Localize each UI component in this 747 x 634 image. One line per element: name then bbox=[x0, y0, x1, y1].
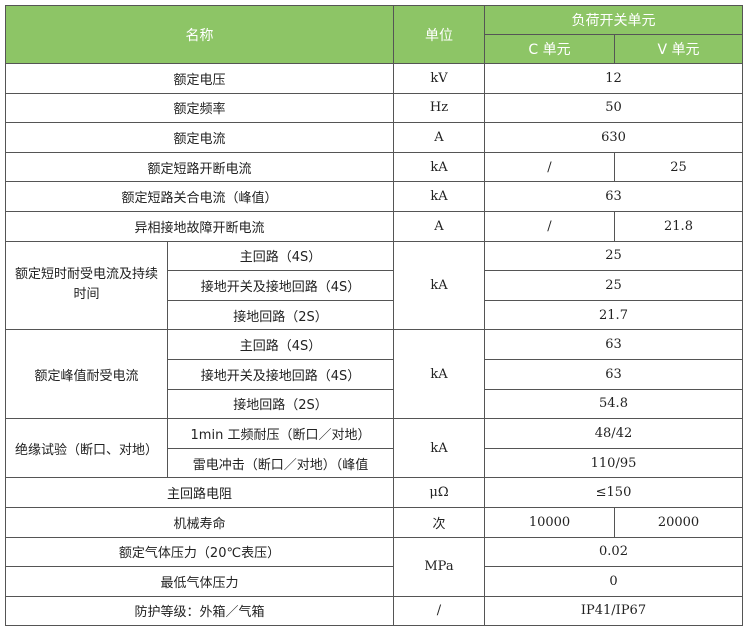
table-row: 额定电流 A 630 bbox=[5, 122, 743, 153]
row-unit: 次 bbox=[393, 506, 485, 538]
header-c-unit: C 单元 bbox=[484, 34, 615, 64]
row-unit: kA bbox=[393, 151, 485, 183]
row-name: 防护等级：外箱／气箱 bbox=[5, 595, 394, 627]
table-row: 额定电压 kV 12 bbox=[5, 63, 743, 94]
sub-label: 主回路（4S） bbox=[167, 240, 394, 272]
row-name: 额定短路开断电流 bbox=[5, 151, 394, 183]
row-value: ≤150 bbox=[484, 477, 743, 508]
row-name: 最低气体压力 bbox=[5, 566, 394, 597]
sub-value: 63 bbox=[484, 358, 743, 390]
row-value: 63 bbox=[484, 181, 743, 212]
row-c-value: 10000 bbox=[484, 506, 615, 538]
row-v-value: 25 bbox=[614, 151, 743, 183]
peak-unit: kA bbox=[393, 329, 485, 420]
insulation-unit: kA bbox=[393, 418, 485, 479]
sub-label: 1min 工频耐压（断口／对地） bbox=[167, 418, 394, 449]
row-name: 额定电压 bbox=[5, 63, 394, 94]
row-name: 主回路电阻 bbox=[5, 477, 394, 508]
row-value: 0 bbox=[484, 566, 743, 597]
table-row: 接地开关及接地回路（4S） 63 bbox=[6, 358, 743, 390]
table-row: 额定短时耐受电流及持续时间 主回路（4S） kA 25 bbox=[5, 240, 743, 331]
spec-table: 名称 单位 负荷开关单元 C 单元 V 单元 额定电压 kV 12 额定频率 H… bbox=[5, 5, 743, 627]
row-unit: kA bbox=[393, 181, 485, 212]
sub-value: 21.7 bbox=[484, 299, 743, 331]
sub-label: 接地开关及接地回路（4S） bbox=[167, 270, 394, 301]
row-name: 异相接地故障开断电流 bbox=[5, 210, 394, 242]
table-row: 绝缘试验（断口、对地） 1min 工频耐压（断口／对地） kA 48/42 bbox=[5, 418, 743, 479]
header-group: 负荷开关单元 bbox=[484, 5, 743, 35]
sub-label: 接地回路（2S） bbox=[167, 388, 394, 420]
row-v-value: 21.8 bbox=[614, 210, 743, 242]
row-unit: A bbox=[393, 210, 485, 242]
table-row: 雷电冲击（断口／对地）（峰值 110/95 bbox=[6, 447, 743, 479]
table-row: 接地回路（2S） 21.7 bbox=[6, 299, 743, 331]
row-c-value: / bbox=[484, 151, 615, 183]
header-row: 名称 单位 负荷开关单元 bbox=[5, 5, 743, 64]
table-row: 主回路电阻 μΩ ≤150 bbox=[5, 477, 743, 508]
row-value: IP41/IP67 bbox=[484, 595, 743, 627]
sub-value: 63 bbox=[484, 329, 743, 360]
row-name: 机械寿命 bbox=[5, 506, 394, 538]
row-value: 12 bbox=[484, 63, 743, 94]
sub-value: 110/95 bbox=[484, 447, 743, 479]
table-row: 异相接地故障开断电流 A / 21.8 bbox=[5, 210, 743, 242]
sub-label: 雷电冲击（断口／对地）（峰值 bbox=[167, 447, 394, 479]
sub-value: 48/42 bbox=[484, 418, 743, 449]
sub-value: 25 bbox=[484, 270, 743, 301]
table-row: 机械寿命 次 10000 20000 bbox=[5, 506, 743, 538]
table-row: 接地开关及接地回路（4S） 25 bbox=[6, 270, 743, 301]
row-unit: μΩ bbox=[393, 477, 485, 508]
table-row: 额定短路关合电流（峰值） kA 63 bbox=[5, 181, 743, 212]
table-row: 额定气体压力（20℃表压） MPa 0.02 bbox=[5, 536, 743, 597]
table-row: 最低气体压力 0 bbox=[5, 566, 743, 597]
header-subrow: C 单元 V 单元 bbox=[6, 34, 743, 64]
table-row: 接地回路（2S） 54.8 bbox=[6, 388, 743, 420]
row-name: 额定短路关合电流（峰值） bbox=[5, 181, 394, 212]
row-value: 0.02 bbox=[484, 536, 743, 568]
row-name: 额定频率 bbox=[5, 92, 394, 124]
row-unit: A bbox=[393, 122, 485, 153]
sub-label: 接地开关及接地回路（4S） bbox=[167, 358, 394, 390]
header-v-unit: V 单元 bbox=[614, 34, 743, 64]
sub-label: 接地回路（2S） bbox=[167, 299, 394, 331]
short-time-name: 额定短时耐受电流及持续时间 bbox=[5, 240, 168, 331]
table-row: 额定频率 Hz 50 bbox=[5, 92, 743, 124]
row-name: 额定气体压力（20℃表压） bbox=[5, 536, 394, 568]
table-row: 额定峰值耐受电流 主回路（4S） kA 63 bbox=[5, 329, 743, 420]
row-unit: / bbox=[393, 595, 485, 627]
sub-label: 主回路（4S） bbox=[167, 329, 394, 360]
row-unit: Hz bbox=[393, 92, 485, 124]
sub-value: 25 bbox=[484, 240, 743, 272]
table-row: 额定短路开断电流 kA / 25 bbox=[5, 151, 743, 183]
row-value: 50 bbox=[484, 92, 743, 124]
insulation-name: 绝缘试验（断口、对地） bbox=[5, 418, 168, 479]
sub-value: 54.8 bbox=[484, 388, 743, 420]
row-c-value: / bbox=[484, 210, 615, 242]
table-row: 防护等级：外箱／气箱 / IP41/IP67 bbox=[5, 595, 743, 627]
header-name: 名称 bbox=[5, 5, 394, 64]
header-unit: 单位 bbox=[393, 5, 485, 64]
row-name: 额定电流 bbox=[5, 122, 394, 153]
row-unit: kV bbox=[393, 63, 485, 94]
row-v-value: 20000 bbox=[614, 506, 743, 538]
peak-name: 额定峰值耐受电流 bbox=[5, 329, 168, 420]
row-value: 630 bbox=[484, 122, 743, 153]
short-time-unit: kA bbox=[393, 240, 485, 331]
pressure-unit: MPa bbox=[393, 536, 485, 597]
